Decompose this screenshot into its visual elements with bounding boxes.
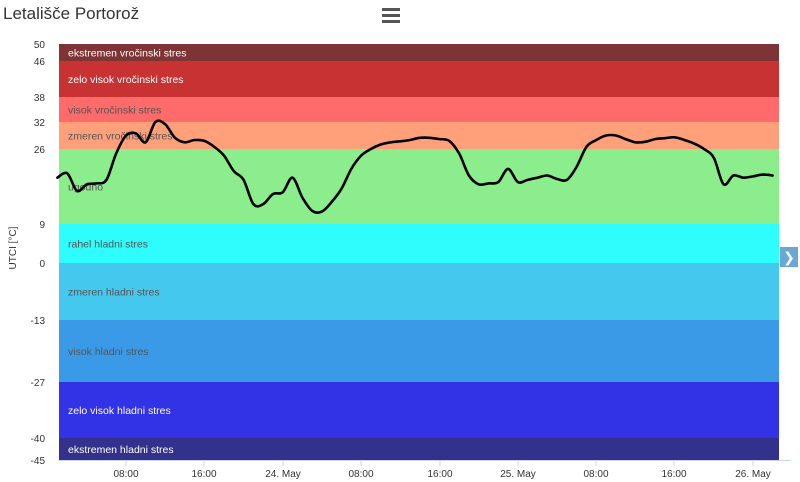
- y-tick-label: 38: [34, 93, 46, 104]
- x-tick-label: 25. May: [500, 469, 536, 480]
- y-tick-label: 32: [34, 118, 46, 129]
- chart-title: Letališče Portorož: [3, 4, 140, 23]
- band-label-0: ekstremen vročinski stres: [68, 48, 186, 60]
- y-tick-label: -45: [31, 456, 46, 467]
- band-8: [59, 382, 779, 438]
- y-tick-label: 50: [34, 40, 46, 51]
- x-tick-label: 08:00: [113, 469, 138, 480]
- y-ticks-group: 50 46 38 32 26 9 0 -13 -27 -40 -45: [31, 40, 46, 467]
- band-2: [59, 97, 779, 122]
- y-tick-label: -13: [31, 316, 46, 327]
- x-tick-label: 08:00: [348, 469, 373, 480]
- y-tick-label: 46: [34, 57, 46, 68]
- utci-series-line: [56, 119, 774, 214]
- band-1: [59, 61, 779, 97]
- band-label-3: zmeren vročinski stres: [68, 131, 172, 143]
- x-tick-label: 16:00: [427, 469, 452, 480]
- band-5: [59, 224, 779, 263]
- y-tick-label: 26: [34, 145, 46, 156]
- y-tick-label: 0: [39, 259, 45, 270]
- hamburger-menu-icon[interactable]: [382, 8, 400, 24]
- band-0: [59, 44, 779, 61]
- x-tick-label: 24. May: [265, 469, 301, 480]
- bands-group: [59, 44, 779, 460]
- x-tick-label: 16:00: [661, 469, 686, 480]
- x-tick-label: 16:00: [191, 469, 216, 480]
- y-tick-label: 9: [39, 220, 45, 231]
- chevron-right-icon[interactable]: ❯: [780, 247, 798, 267]
- band-label-8: zelo visok hladni stres: [68, 405, 171, 417]
- x-tick-label: 26. May: [735, 469, 771, 480]
- band-9: [59, 438, 779, 460]
- band-label-1: zelo visok vročinski stres: [68, 74, 184, 86]
- x-ticks-group: 08:00 16:00 24. May 08:00 16:00 25. May 08:00 1…: [59, 460, 791, 480]
- band-label-2: visok vročinski stres: [68, 105, 161, 117]
- y-tick-label: -40: [31, 434, 46, 445]
- band-label-6: zmeren hladni stres: [68, 287, 160, 299]
- band-7: [59, 320, 779, 382]
- y-axis-label: UTCI [°C]: [8, 226, 19, 269]
- band-label-9: ekstremen hladni stres: [68, 444, 174, 456]
- band-label-5: rahel hladni stres: [68, 239, 148, 251]
- band-label-7: visok hladni stres: [68, 346, 149, 358]
- x-tick-label: 08:00: [583, 469, 608, 480]
- band-6: [59, 263, 779, 320]
- y-tick-label: -27: [31, 378, 46, 389]
- band-3: [59, 122, 779, 149]
- band-4: [59, 149, 779, 224]
